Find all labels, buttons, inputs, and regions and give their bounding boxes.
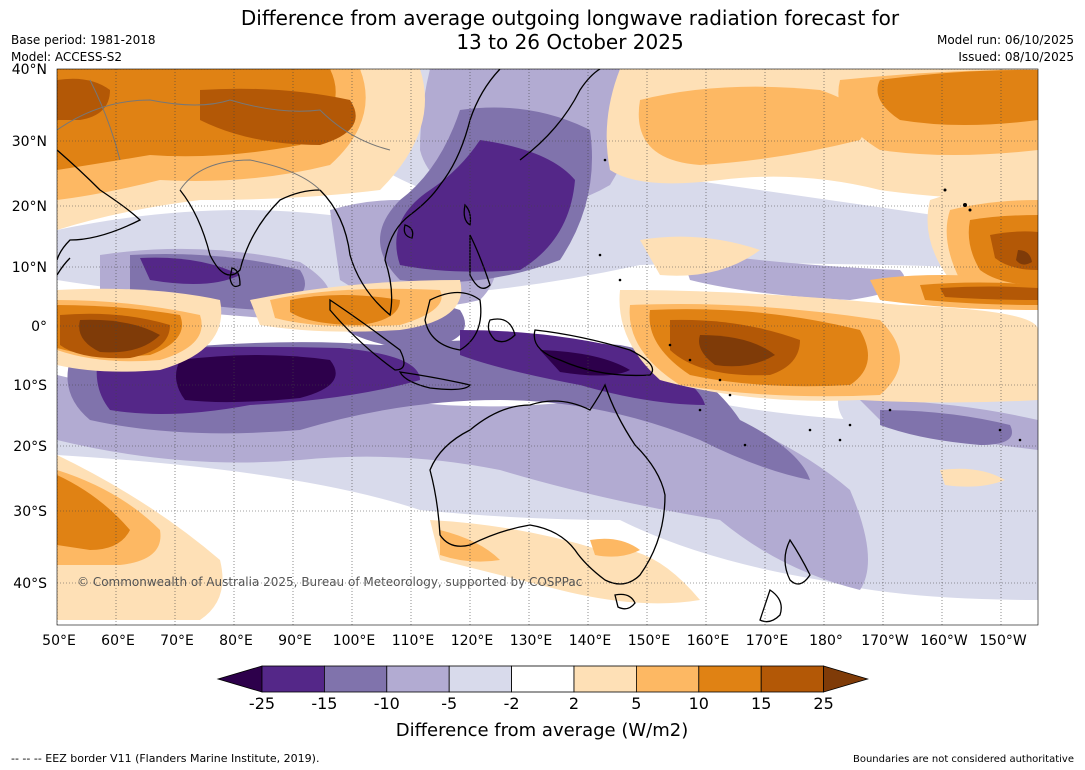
longitude-label: 150°E [628,633,671,649]
map-frame [56,68,1039,626]
colorbar-swatch [261,665,325,693]
colorbar-title: Difference from average (W/m2) [396,720,688,741]
eez-legend-text: -- -- -- EEZ border V11 (Flanders Marine… [11,752,320,765]
longitude-label: 160°W [920,633,968,649]
longitude-label: 170°W [861,633,909,649]
longitude-label: 100°E [333,633,376,649]
colorbar-extend-low [216,665,263,693]
colorbar: -25 -15 -10 -5 -2 2 5 10 15 25 [216,665,870,713]
new-zealand-coastline [759,538,811,623]
longitude-label: 110°E [392,633,435,649]
africa-coastline [57,257,71,276]
latitude-label: 10°S [13,378,47,394]
colorbar-swatch [760,665,825,693]
colorbar-label: -2 [504,694,520,713]
anomaly-band-darkest-purple [176,350,630,403]
base-period-text: Base period: 1981-2018 [11,33,156,47]
latitude-label: 10°N [12,260,47,276]
longitude-label: 50°E [42,633,76,649]
title-line-2: 13 to 26 October 2025 [456,30,684,54]
disclaimer-text: Boundaries are not considered authoritat… [852,754,1074,765]
hainan-coastline [403,224,414,239]
latitude-label: 40°N [12,62,47,78]
pacific-islands [598,158,1022,447]
anomaly-band-darkest-brown [79,250,1032,367]
latitude-labels: 40°N 30°N 20°N 10°N 0° 10°S 20°S 30°S 40°S [12,62,47,592]
colorbar-label: -5 [441,694,457,713]
colorbar-label: -25 [249,694,275,713]
model-run-text: Model run: 06/10/2025 [936,33,1074,47]
country-borders [57,79,391,191]
copyright-text: © Commonwealth of Australia 2025, Bureau… [77,575,582,589]
arabia-coastline [57,149,142,261]
latitude-label: 30°S [13,504,47,520]
borneo-coastline [424,291,482,351]
new-guinea-coastline [533,329,654,377]
sulawesi-coastline [487,318,516,343]
title-line-1: Difference from average outgoing longwav… [240,6,900,30]
sumatra-coastline [329,298,405,371]
longitude-label: 140°E [569,633,612,649]
colorbar-extend-high [823,665,870,693]
longitude-label: 90°E [278,633,312,649]
colorbar-swatch [386,665,450,693]
sri-lanka-coastline [229,267,241,288]
colorbar-label: 25 [813,694,833,713]
longitude-labels: 50°E 60°E 70°E 80°E 90°E 100°E 110°E 120°E 130°E… [42,633,1027,649]
colorbar-swatch [448,665,513,693]
longitude-label: 120°E [451,633,494,649]
longitude-label: 70°E [160,633,194,649]
issued-text: Issued: 08/10/2025 [958,50,1074,64]
australia-coastline [429,383,666,585]
colorbar-label: 15 [751,694,771,713]
latitude-label: 20°N [12,199,47,215]
southeast-asia-coastline [319,69,501,317]
java-coastline [398,371,472,391]
latitude-label: 30°N [12,134,47,150]
longitude-label: 80°E [219,633,253,649]
colorbar-swatch [323,665,388,693]
japan-coastline [519,69,601,161]
longitude-label: 60°E [101,633,135,649]
india-coastline [179,189,321,276]
colorbar-label: 10 [689,694,709,713]
ocean-background: © Commonwealth of Australia 2025, Bureau… [57,69,1038,625]
colorbar-label: -15 [311,694,337,713]
latitude-label: 40°S [13,576,47,592]
tasmania-coastline [614,593,636,610]
coastlines [57,69,811,623]
longitude-label: 150°W [979,633,1027,649]
longitude-label: 130°E [510,633,553,649]
chart-title: Difference from average outgoing longwav… [170,6,970,54]
model-text: Model: ACCESS-S2 [11,50,123,64]
latitude-label: 0° [31,319,47,335]
colorbar-label: -10 [374,694,400,713]
longitude-label: 180° [809,633,843,649]
latitude-label: 20°S [13,439,47,455]
colorbar-label: 5 [631,694,641,713]
colorbar-swatch [698,665,762,693]
longitude-label: 160°E [687,633,730,649]
colorbar-label: 2 [569,694,579,713]
philippines-coastline [469,234,491,289]
colorbar-swatch [573,665,637,693]
colorbar-swatch [511,665,575,693]
header-left: Base period: 1981-2018 Model: ACCESS-S2 [11,32,156,66]
longitude-label: 170°E [746,633,789,649]
colorbar-swatch [636,665,700,693]
header-right: Model run: 06/10/2025 Issued: 08/10/2025 [937,32,1074,66]
